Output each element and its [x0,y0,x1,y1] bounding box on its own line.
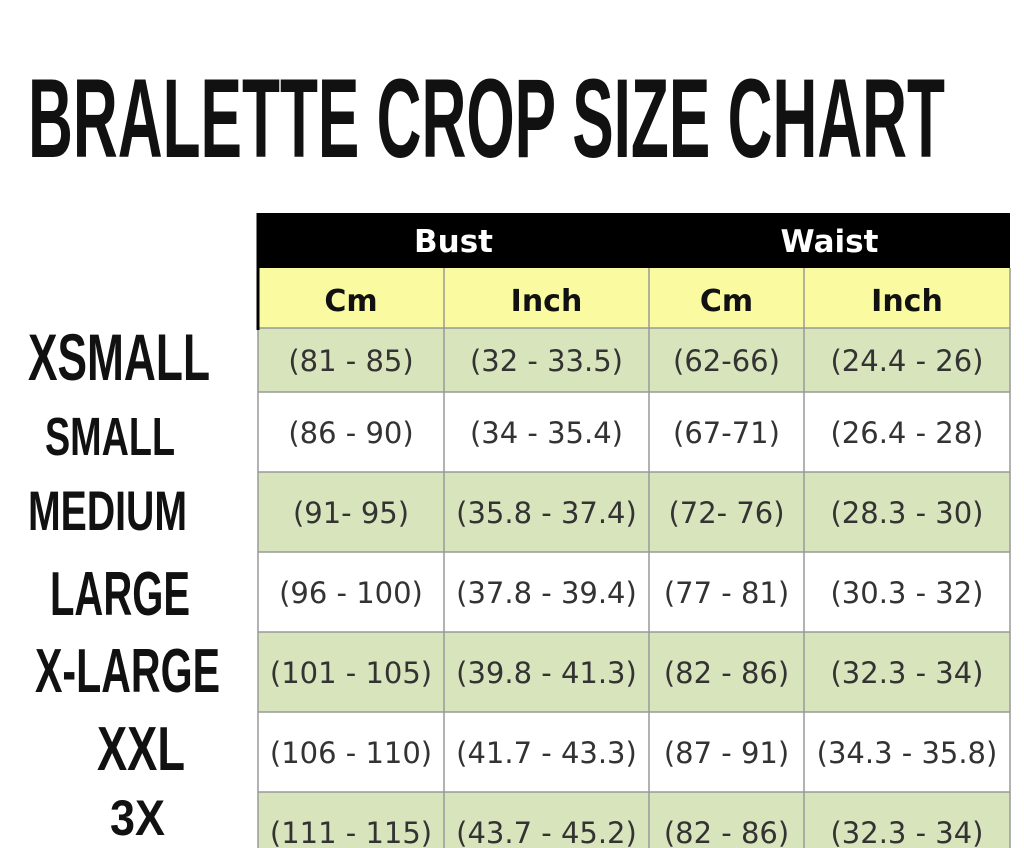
cell: (91- 95) [293,496,409,530]
cell: (111 - 115) [270,816,432,848]
cell: (67-71) [673,416,780,450]
size-label: XXL [97,715,185,784]
cell: (77 - 81) [664,576,789,610]
cell: (43.7 - 45.2) [456,816,637,848]
cell: (32.3 - 34) [830,816,983,848]
size-label: X-LARGE [35,637,220,706]
group-label: Waist [781,224,879,260]
table-row [258,792,1010,848]
group-label: Bust [414,224,493,260]
cell: (32.3 - 34) [830,656,983,690]
cell: (81 - 85) [288,344,413,378]
table-row [258,472,1010,552]
table-row [258,552,1010,632]
size-label: LARGE [50,560,190,629]
cell: (86 - 90) [288,416,413,450]
size-label: MEDIUM [28,479,187,542]
column-label: Cm [700,284,753,319]
cell: (39.8 - 41.3) [456,656,637,690]
cell: (87 - 91) [664,736,789,770]
cell: (24.4 - 26) [830,344,983,378]
cell: (101 - 105) [270,656,432,690]
cell: (72- 76) [668,496,784,530]
size-label: XSMALL [28,320,210,394]
cell: (32 - 33.5) [470,344,623,378]
cell: (96 - 100) [279,576,423,610]
cell: (106 - 110) [270,736,432,770]
cell: (28.3 - 30) [830,496,983,530]
cell: (82 - 86) [664,816,789,848]
column-label: Cm [324,284,377,319]
cell: (26.4 - 28) [830,416,983,450]
group-header [258,213,1010,268]
column-label: Inch [871,284,943,319]
table-row [258,632,1010,712]
table-row [258,328,1010,392]
table-row [258,392,1010,472]
cell: (30.3 - 32) [830,576,983,610]
cell: (82 - 86) [664,656,789,690]
cell: (37.8 - 39.4) [456,576,637,610]
cell: (62-66) [673,344,780,378]
table-row [258,712,1010,792]
size-label: 3X [110,790,165,846]
title: BRALETTE CROP SIZE CHART [28,56,945,181]
size-label: SMALL [45,407,175,467]
column-label: Inch [511,284,583,319]
cell: (34.3 - 35.8) [817,736,998,770]
cell: (34 - 35.4) [470,416,623,450]
cell: (41.7 - 43.3) [456,736,637,770]
column-header [258,268,1010,328]
cell: (35.8 - 37.4) [456,496,637,530]
